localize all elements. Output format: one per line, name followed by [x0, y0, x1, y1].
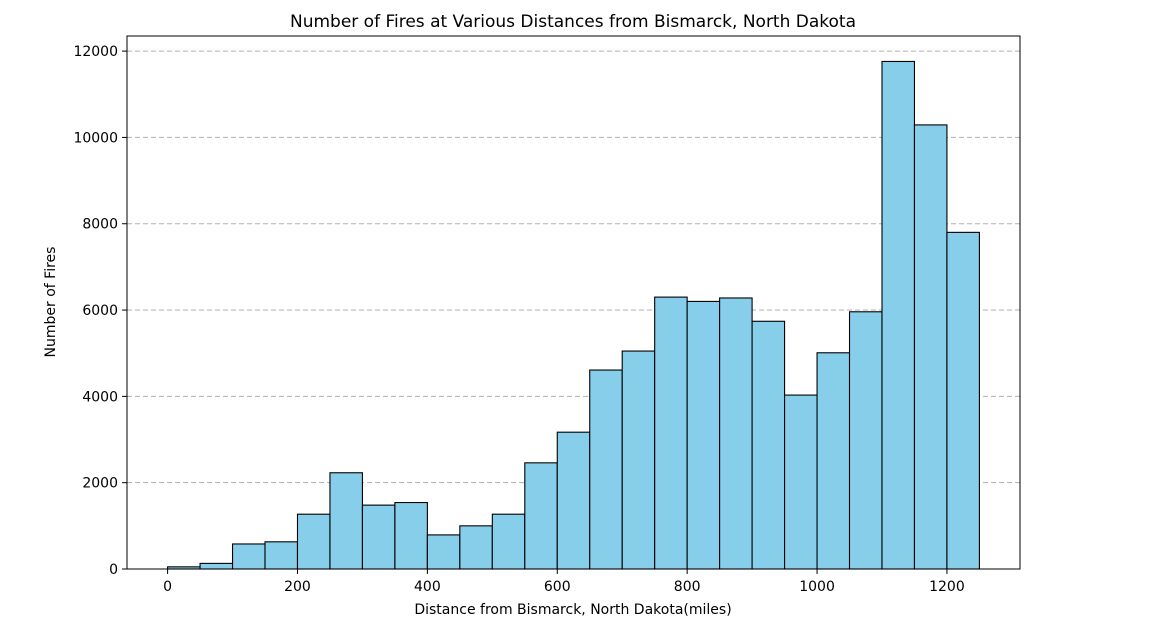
x-tick-label-200: 200: [284, 579, 311, 595]
x-tick-label-800: 800: [674, 579, 701, 595]
bar-450-500: [459, 525, 493, 570]
bar-950-1000: [784, 394, 818, 570]
bar-500-550: [491, 513, 526, 570]
bar-200-250: [296, 513, 331, 570]
bar-100-150: [231, 543, 266, 570]
y-tick-label-6000: 6000: [82, 303, 118, 319]
bar-650-700: [589, 369, 623, 570]
bar-750-800: [654, 296, 688, 570]
x-tick-label-400: 400: [414, 579, 441, 595]
bar-550-600: [524, 462, 558, 570]
y-tick-label-4000: 4000: [82, 389, 118, 405]
y-tick-label-10000: 10000: [73, 130, 118, 146]
bar-300-350: [361, 504, 396, 570]
x-axis-ticks: 0 200 400 600 800 1000 1200: [163, 569, 965, 595]
bar-600-650: [556, 431, 591, 570]
bar-900-950: [751, 320, 786, 570]
x-tick-label-600: 600: [544, 579, 571, 595]
bar-250-300: [329, 472, 363, 570]
y-tick-label-12000: 12000: [73, 44, 118, 60]
y-tick-label-2000: 2000: [82, 476, 118, 492]
y-tick-label-0: 0: [109, 562, 118, 578]
bar-150-200: [264, 541, 299, 570]
bar-1000-1050: [816, 352, 851, 570]
chart-title: Number of Fires at Various Distances fro…: [290, 12, 856, 32]
x-tick-label-1200: 1200: [929, 579, 965, 595]
x-axis-label: Distance from Bismarck, North Dakota(mil…: [414, 602, 731, 618]
bar-1050-1100: [848, 311, 883, 570]
y-axis-ticks: 0 2000 4000 6000 8000 10000 12000: [73, 44, 127, 578]
bar-350-400: [394, 501, 428, 570]
y-axis-label: Number of Fires: [43, 247, 59, 358]
x-tick-label-0: 0: [163, 579, 172, 595]
bars: [167, 60, 980, 570]
bar-1150-1200: [913, 124, 948, 570]
bar-400-450: [426, 534, 461, 570]
bar-1200-1250: [946, 231, 980, 570]
bar-800-850: [686, 300, 721, 570]
bar-1100-1150: [881, 60, 916, 570]
bar-700-750: [621, 350, 656, 570]
bar-850-900: [719, 297, 753, 570]
y-tick-label-8000: 8000: [82, 217, 118, 233]
x-tick-label-1000: 1000: [799, 579, 835, 595]
plot-frame: [126, 35, 1021, 570]
bar-50-100: [199, 562, 234, 570]
